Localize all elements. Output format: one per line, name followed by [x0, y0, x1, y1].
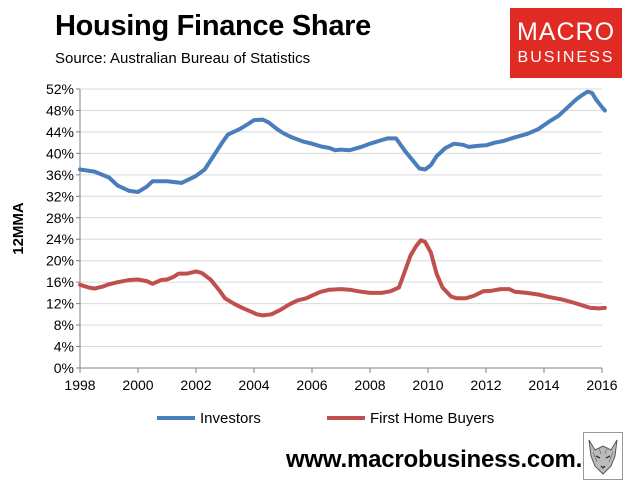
y-tick-label: 44% — [46, 124, 74, 140]
y-tick-label: 20% — [46, 253, 74, 269]
y-tick-label: 8% — [54, 317, 74, 333]
x-tick-label: 2006 — [296, 377, 327, 393]
y-tick-label: 36% — [46, 167, 74, 183]
series-line-investors — [78, 89, 607, 194]
x-tick-label: 2014 — [528, 377, 559, 393]
x-tick-label: 2010 — [412, 377, 443, 393]
x-tick-label: 2002 — [180, 377, 211, 393]
y-tick-label: 28% — [46, 210, 74, 226]
y-tick-label: 16% — [46, 274, 74, 290]
wolf-icon — [583, 432, 623, 480]
y-tick-label: 24% — [46, 231, 74, 247]
x-tick-label: 2012 — [470, 377, 501, 393]
x-tick-label: 1998 — [64, 377, 95, 393]
series-line-first-home-buyers — [78, 238, 607, 318]
gridlines — [80, 88, 602, 348]
y-tick-label: 52% — [46, 81, 74, 97]
legend: Investors First Home Buyers — [157, 410, 494, 427]
series-lines — [78, 89, 607, 318]
x-tick-label: 2008 — [354, 377, 385, 393]
logo-line-business: BUSINESS — [517, 49, 615, 66]
chart-source: Source: Australian Bureau of Statistics — [55, 50, 311, 67]
axes: 0% 4% 8% 12% 16% 20% 24% 28% 32% 36% 40% 44% 48% 52% 1… — [10, 81, 618, 393]
logo-line-macro: MACRO — [516, 18, 616, 46]
chart-title: Housing Finance Share — [55, 10, 371, 42]
macrobusiness-logo[interactable]: MACRO BUSINESS — [510, 8, 622, 78]
y-tick-label: 48% — [46, 102, 74, 118]
y-axis-label: 12MMA — [10, 202, 27, 255]
y-tick-label: 4% — [54, 339, 74, 355]
x-tick-label: 2000 — [122, 377, 153, 393]
website-link[interactable]: www.macrobusiness.com.au — [286, 446, 610, 473]
y-tick-label: 12% — [46, 296, 74, 312]
y-tick-label: 32% — [46, 188, 74, 204]
x-tick-label: 2016 — [586, 377, 617, 393]
y-tick-label: 0% — [54, 360, 74, 376]
legend-label-first-home-buyers: First Home Buyers — [370, 410, 494, 427]
legend-label-investors: Investors — [200, 410, 261, 427]
x-tick-label: 2004 — [238, 377, 269, 393]
y-tick-label: 40% — [46, 145, 74, 161]
